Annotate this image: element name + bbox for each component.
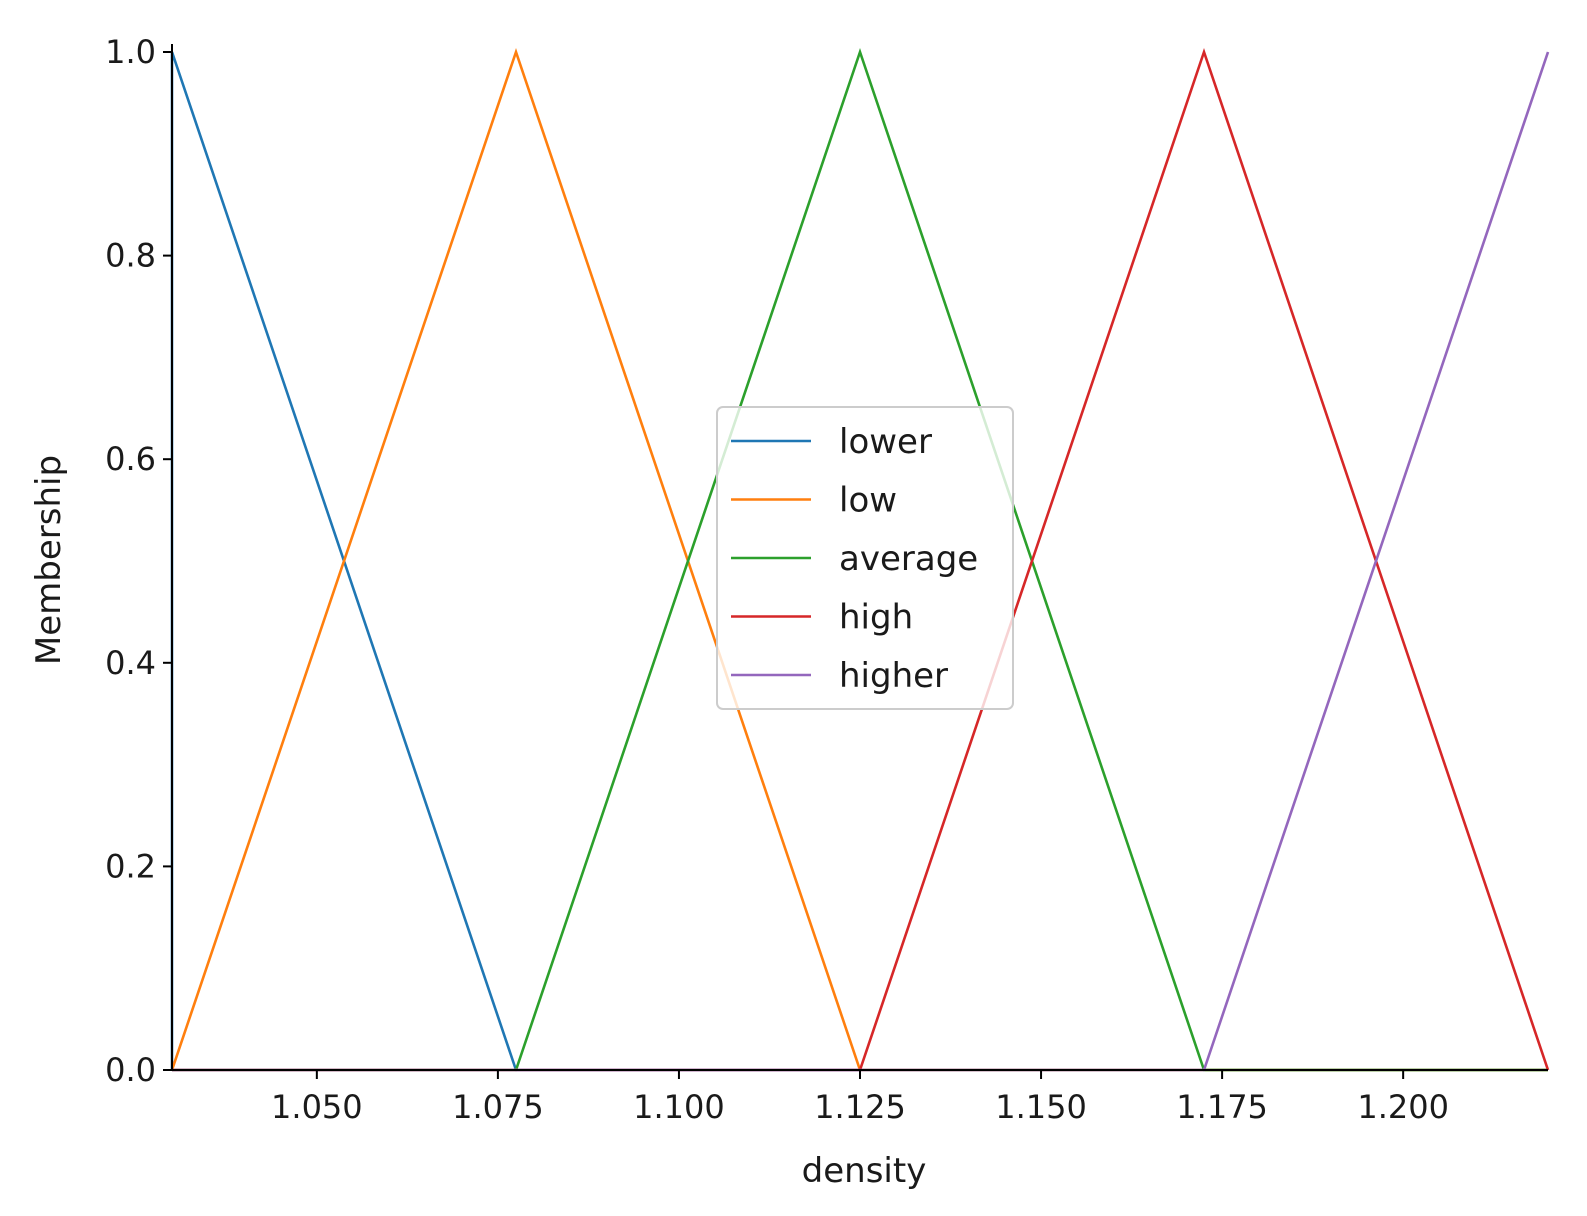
y-tick-label: 1.0 (105, 33, 156, 71)
y-axis-ticks: 0.0 0.2 0.4 0.6 0.8 1.0 (105, 33, 172, 1089)
x-tick-label: 1.100 (633, 1088, 725, 1126)
y-tick-label: 0.4 (105, 644, 156, 682)
x-tick-label: 1.150 (995, 1088, 1087, 1126)
legend-box (716, 406, 1014, 710)
x-tick-label: 1.200 (1357, 1088, 1449, 1126)
legend: lower low average high higher (716, 406, 1014, 710)
x-tick-label: 1.050 (271, 1088, 363, 1126)
y-tick-label: 0.8 (105, 237, 156, 275)
x-tick-label: 1.075 (452, 1088, 544, 1126)
x-tick-label: 1.175 (1176, 1088, 1268, 1126)
x-axis-label: density (802, 1151, 927, 1191)
legend-label-higher: higher (839, 656, 948, 696)
legend-label-high: high (839, 598, 913, 638)
x-axis-ticks: 1.050 1.075 1.100 1.125 1.150 1.175 1.200 (271, 1070, 1449, 1126)
y-tick-label: 0.2 (105, 847, 156, 885)
x-tick-label: 1.125 (814, 1088, 906, 1126)
y-tick-label: 0.0 (105, 1051, 156, 1089)
legend-label-lower: lower (839, 422, 932, 462)
legend-label-low: low (839, 481, 897, 521)
y-tick-label: 0.6 (105, 440, 156, 478)
legend-label-average: average (839, 539, 978, 579)
y-axis-label: Membership (29, 455, 69, 665)
